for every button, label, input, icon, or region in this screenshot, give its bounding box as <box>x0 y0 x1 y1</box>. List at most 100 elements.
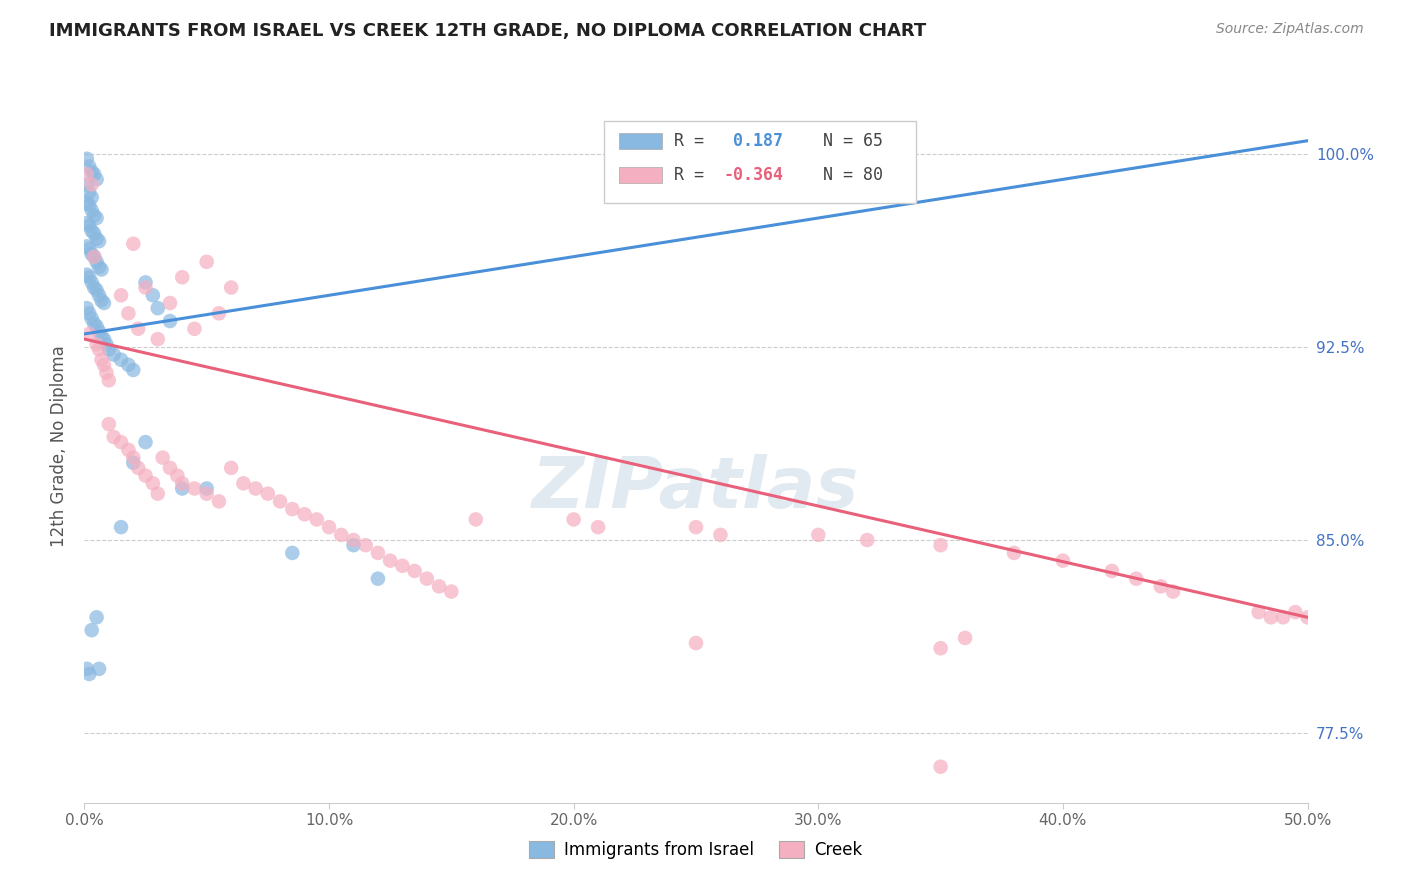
Point <box>404 564 426 578</box>
Point <box>93 332 115 346</box>
Point <box>80 178 103 192</box>
Text: R =: R = <box>675 166 714 184</box>
Point <box>146 486 169 500</box>
Point <box>172 482 194 496</box>
Point <box>83 209 105 223</box>
Point <box>1247 605 1270 619</box>
Point <box>159 461 181 475</box>
Point <box>83 280 105 294</box>
Point <box>219 280 242 294</box>
Point <box>281 546 304 560</box>
Point <box>96 337 118 351</box>
Point <box>97 373 120 387</box>
Legend: Immigrants from Israel, Creek: Immigrants from Israel, Creek <box>523 834 869 866</box>
Point <box>90 293 112 308</box>
Point <box>110 520 132 534</box>
Point <box>93 296 115 310</box>
Point <box>135 435 157 450</box>
Point <box>929 760 952 774</box>
Point <box>440 584 463 599</box>
Point <box>1161 584 1184 599</box>
Point <box>80 311 103 326</box>
Point <box>367 546 389 560</box>
Point <box>146 332 169 346</box>
Point <box>117 442 139 457</box>
Point <box>142 476 165 491</box>
Point <box>76 216 98 230</box>
Point <box>159 296 181 310</box>
Point <box>117 358 139 372</box>
Point <box>294 508 316 522</box>
Point <box>1150 579 1173 593</box>
Text: N = 80: N = 80 <box>803 166 883 184</box>
Point <box>269 494 291 508</box>
Point <box>127 461 149 475</box>
Point <box>117 306 139 320</box>
Point <box>86 172 108 186</box>
Point <box>90 262 112 277</box>
Point <box>122 456 145 470</box>
Point <box>208 494 231 508</box>
Point <box>166 468 188 483</box>
Point <box>1125 572 1147 586</box>
Point <box>83 227 105 241</box>
Point <box>685 636 707 650</box>
Point <box>562 512 585 526</box>
Text: Source: ZipAtlas.com: Source: ZipAtlas.com <box>1216 22 1364 37</box>
Point <box>76 239 98 253</box>
Point <box>76 662 98 676</box>
Point <box>77 306 100 320</box>
Point <box>685 520 707 534</box>
Point <box>110 288 132 302</box>
Point <box>953 631 976 645</box>
Point <box>76 152 98 166</box>
Point <box>127 322 149 336</box>
Point <box>77 219 100 233</box>
Point <box>110 352 132 367</box>
Point <box>172 270 194 285</box>
Point <box>87 260 110 274</box>
Point <box>80 276 103 290</box>
Point <box>367 572 389 586</box>
Point <box>76 195 98 210</box>
Point <box>86 283 108 297</box>
Point <box>281 502 304 516</box>
Point <box>1002 546 1025 560</box>
Point <box>103 347 125 361</box>
Point <box>232 476 254 491</box>
Point <box>86 610 108 624</box>
Point <box>77 198 100 212</box>
Point <box>90 352 112 367</box>
Point <box>86 232 108 246</box>
Text: IMMIGRANTS FROM ISRAEL VS CREEK 12TH GRADE, NO DIPLOMA CORRELATION CHART: IMMIGRANTS FROM ISRAEL VS CREEK 12TH GRA… <box>49 22 927 40</box>
Point <box>135 276 157 290</box>
Point <box>354 538 377 552</box>
Point <box>586 520 609 534</box>
Point <box>929 641 952 656</box>
Point <box>87 662 110 676</box>
FancyBboxPatch shape <box>619 134 662 149</box>
Point <box>76 178 98 192</box>
Point <box>87 324 110 338</box>
Point <box>96 366 118 380</box>
Text: N = 65: N = 65 <box>803 132 883 150</box>
Point <box>83 167 105 181</box>
Y-axis label: 12th Grade, No Diploma: 12th Grade, No Diploma <box>51 345 69 547</box>
Point <box>77 667 100 681</box>
Point <box>110 435 132 450</box>
Point <box>159 314 181 328</box>
Point <box>856 533 879 547</box>
Point <box>76 167 98 181</box>
Point <box>77 186 100 200</box>
Point <box>257 486 280 500</box>
Point <box>93 358 115 372</box>
Point <box>135 468 157 483</box>
Point <box>86 337 108 351</box>
Point <box>195 486 218 500</box>
Point <box>80 164 103 178</box>
Text: -0.364: -0.364 <box>723 166 783 184</box>
Point <box>1296 610 1319 624</box>
Point <box>305 512 328 526</box>
Point <box>97 343 120 357</box>
Point <box>77 160 100 174</box>
